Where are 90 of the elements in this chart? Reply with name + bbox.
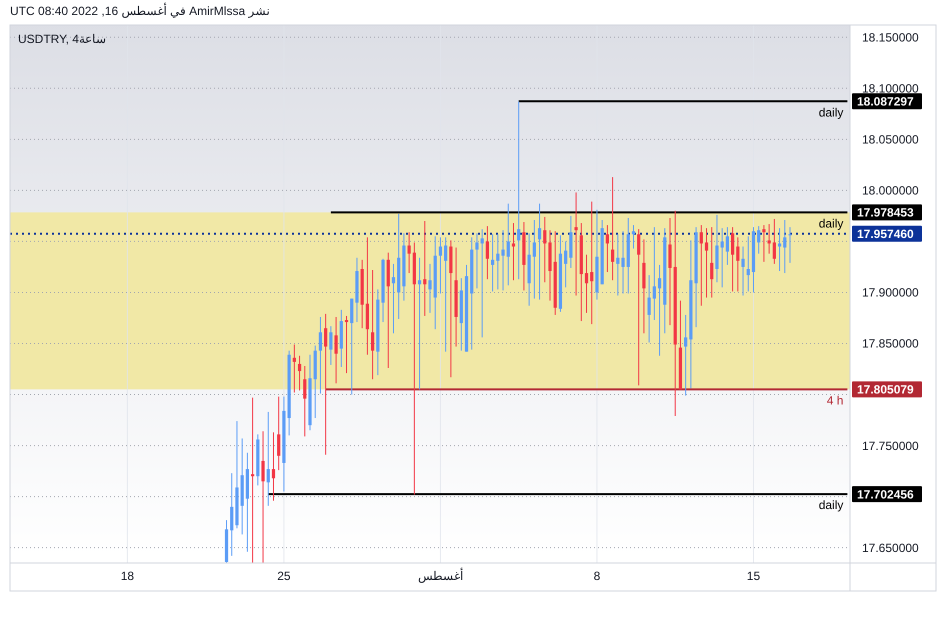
candlestick xyxy=(590,201,594,325)
candlestick xyxy=(408,232,411,274)
candlestick xyxy=(564,240,568,288)
candlestick xyxy=(303,365,306,437)
candlestick xyxy=(438,236,442,294)
candlestick xyxy=(736,236,740,292)
candlestick xyxy=(730,226,734,292)
data-label: 17.978453 xyxy=(857,206,914,220)
candlestick xyxy=(768,224,771,254)
ref-line-label: 17.957460 xyxy=(857,227,914,242)
candlestick xyxy=(616,234,620,296)
candlestick xyxy=(506,203,510,286)
candlestick xyxy=(543,216,546,283)
data-label: 17.702456 xyxy=(857,487,914,502)
candlestick xyxy=(475,232,479,289)
candlestick xyxy=(606,224,610,273)
series-label: daily xyxy=(818,216,844,230)
candlestick xyxy=(480,228,484,338)
candlestick xyxy=(652,226,656,321)
candlestick xyxy=(392,263,396,334)
data-label: 18.087297 xyxy=(857,94,914,108)
x-tick-label: أغسطس xyxy=(418,568,463,583)
x-tick-label: 25 xyxy=(277,569,291,583)
candlestick xyxy=(778,228,782,272)
candlestick xyxy=(726,226,730,266)
y-tick-label: 17.850000 xyxy=(862,336,920,351)
candlestick xyxy=(496,234,500,290)
candlestick xyxy=(741,246,745,296)
candlestick xyxy=(637,228,640,386)
candlestick xyxy=(298,355,302,391)
series-label: daily xyxy=(818,105,844,120)
candlestick xyxy=(490,234,494,292)
candlestick xyxy=(746,236,750,292)
x-tick-label: 15 xyxy=(746,569,760,583)
candlestick xyxy=(710,226,714,298)
candlestick xyxy=(277,396,280,471)
candlestick xyxy=(230,472,234,556)
candlestick xyxy=(610,176,614,281)
candlestick xyxy=(783,219,786,274)
candlestick xyxy=(788,226,792,264)
candlestick xyxy=(517,101,520,280)
candlestick xyxy=(486,226,490,280)
series-label: daily xyxy=(818,498,844,512)
candlestick xyxy=(772,218,776,264)
candlestick xyxy=(423,220,426,316)
candlestick xyxy=(704,228,708,298)
candlestick xyxy=(762,224,766,262)
x-tick-label: 18 xyxy=(120,569,134,583)
candlestick xyxy=(720,228,724,288)
y-tick-label: 17.900000 xyxy=(862,286,920,300)
candlestick xyxy=(418,257,422,390)
y-tick-label: 18.050000 xyxy=(862,132,920,147)
candlestick xyxy=(501,230,505,291)
candlestick xyxy=(266,411,270,506)
candlestick xyxy=(261,430,265,563)
candlestick xyxy=(292,344,296,394)
candlestick xyxy=(715,214,719,283)
candlestick xyxy=(512,222,516,281)
candlestick xyxy=(272,432,276,502)
candlestick xyxy=(757,226,760,254)
x-tick-label: 8 xyxy=(594,569,601,583)
candlestick xyxy=(668,217,672,326)
candlestick xyxy=(344,315,348,374)
y-tick-label: 18.150000 xyxy=(862,30,920,44)
y-tick-label: 18.100000 xyxy=(862,81,920,96)
series-label: 4 h xyxy=(826,393,844,408)
y-tick-label: 18.000000 xyxy=(862,184,920,198)
y-tick-label: 17.650000 xyxy=(862,540,920,555)
candlestick xyxy=(621,230,625,294)
text: نشر AmirMlssa في أغسطس 16, 2022 08:40 UTC xyxy=(10,3,270,18)
candlestick xyxy=(538,203,542,300)
candlestick xyxy=(370,270,374,380)
candlestick xyxy=(444,236,448,352)
candlestick xyxy=(684,314,688,396)
candlestick xyxy=(334,316,338,384)
candlestick xyxy=(250,397,254,563)
candlestick xyxy=(574,192,578,296)
candlestick xyxy=(584,254,588,314)
candlestick xyxy=(648,274,651,343)
data-label: 17.805079 xyxy=(857,382,914,397)
candlestick xyxy=(700,224,703,306)
candlestick xyxy=(532,219,536,300)
candlestick xyxy=(318,316,322,394)
text: USDTRY, 4ساعة xyxy=(18,32,106,46)
candlestick xyxy=(658,264,662,356)
candlestick xyxy=(329,326,332,366)
candlestick xyxy=(428,263,432,314)
y-tick-label: 17.750000 xyxy=(862,438,920,453)
candlestick xyxy=(324,313,328,456)
candlestick xyxy=(632,224,636,250)
